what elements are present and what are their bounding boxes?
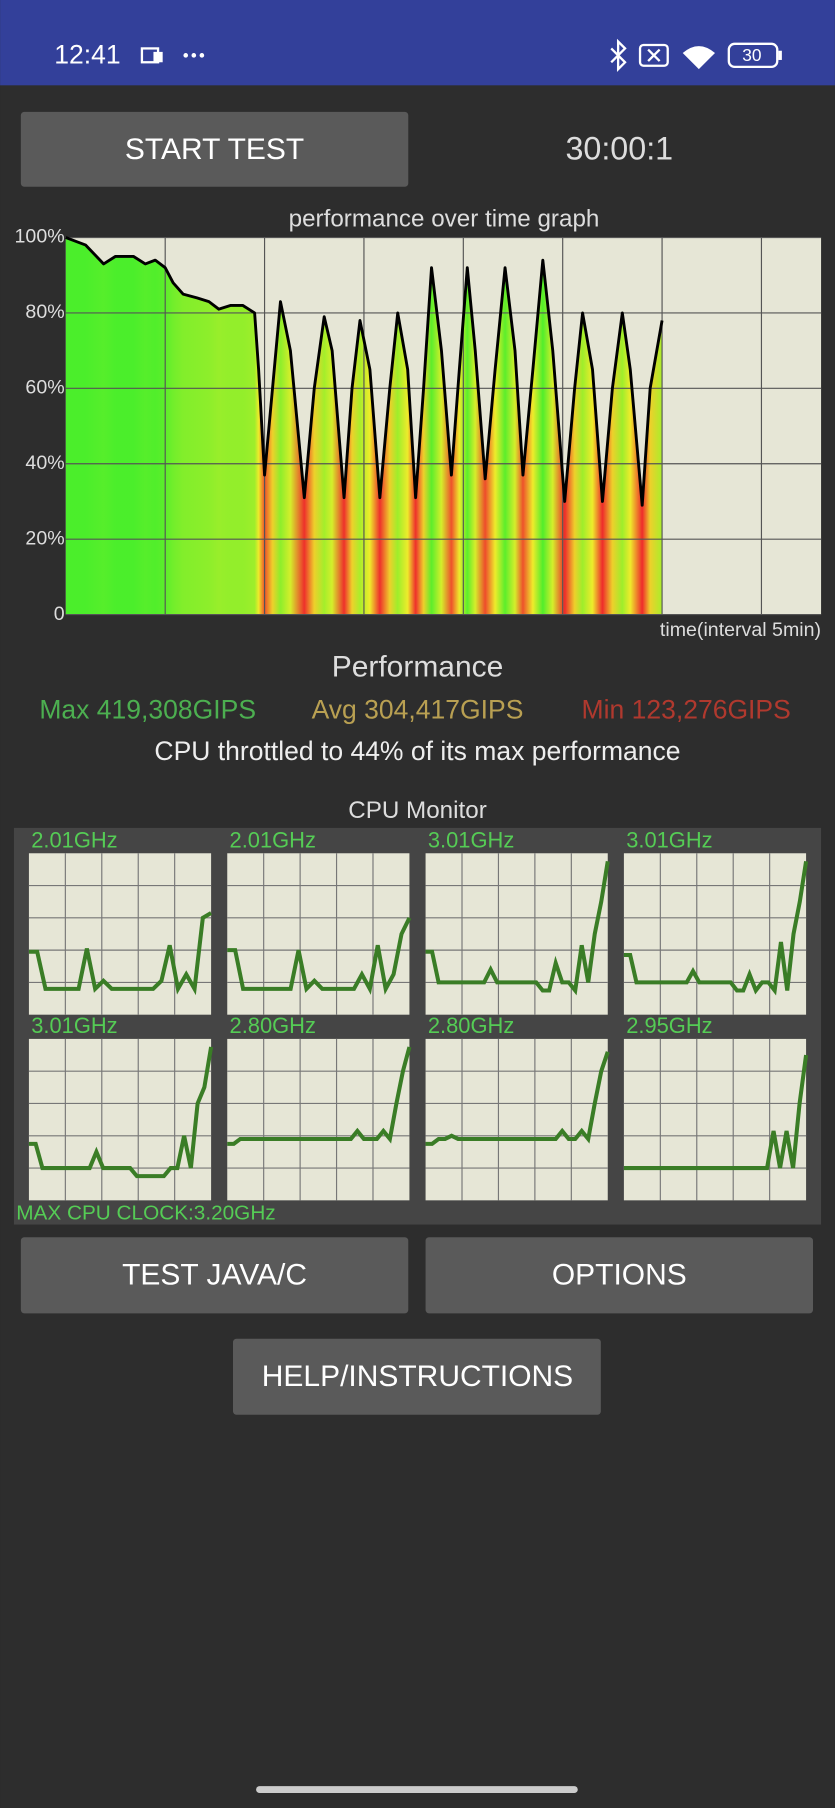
core-frequency: 2.01GHz [31, 828, 117, 853]
bluetooth-icon [610, 38, 627, 72]
start-test-button[interactable] [20, 111, 409, 187]
y-tick-label: 100% [15, 226, 65, 248]
battery-icon [727, 42, 779, 69]
cpu-grid: 2.01GHz 2.01GHz 3.01GHz 3.01GHz 3.01GHz 2.80G… [28, 828, 809, 1201]
status-dot [191, 53, 197, 58]
status-dot [183, 53, 189, 58]
core-graph-bg [227, 1038, 410, 1201]
cpu-monitor-title: CPU Monitor [348, 797, 487, 824]
core-frequency: 3.01GHz [31, 1013, 117, 1038]
core-graph-bg [623, 853, 807, 1015]
y-tick-label: 60% [25, 377, 64, 399]
core-frequency: 3.01GHz [428, 828, 514, 853]
core-load-line [28, 1046, 214, 1179]
core-graph-bg [623, 1038, 807, 1201]
core-load-line [28, 911, 213, 996]
y-tick-label: 0 [54, 603, 65, 625]
max-clock: MAX CPU CLOCK:3.20GHz [16, 1202, 275, 1225]
test-java-button[interactable] [20, 1237, 409, 1314]
home-indicator [256, 1786, 578, 1794]
battery-icon [778, 50, 782, 60]
button-label: OPTIONS [552, 1258, 687, 1291]
sim-icon [647, 48, 661, 62]
y-tick-label: 20% [25, 527, 64, 549]
min-stat: Min 123,276GIPS [582, 694, 791, 724]
core-frequency: 2.80GHz [230, 1013, 316, 1038]
core-frequency: 2.95GHz [626, 1013, 712, 1038]
x-axis-label: time(interval 5min) [660, 619, 821, 641]
wifi-icon [682, 46, 715, 70]
help-button[interactable] [233, 1338, 601, 1415]
status-time: 12:41 [54, 40, 120, 70]
avg-stat: Avg 304,417GIPS [312, 694, 524, 724]
core-load-line [227, 916, 412, 995]
core-graph-bg [425, 853, 608, 1015]
core-load-line [227, 1046, 412, 1146]
core-graph-bg [425, 1038, 608, 1201]
options-button[interactable] [425, 1237, 813, 1314]
core-load-line [425, 1051, 610, 1146]
core-frequency: 3.01GHz [626, 828, 712, 853]
y-tick-label: 40% [25, 452, 64, 474]
core-frequency: 2.01GHz [230, 828, 316, 853]
core-graph-bg [28, 1038, 212, 1201]
plot: 0 20% 40% 60% 80% 100% [15, 226, 822, 625]
button-label: START TEST [125, 133, 304, 166]
battery-level: 30 [742, 45, 761, 65]
timer: 30:00:1 [565, 131, 673, 167]
status-bar [0, 0, 835, 86]
status-dot [199, 53, 205, 58]
core-load-line [623, 1054, 809, 1171]
core-frequency: 2.80GHz [428, 1013, 514, 1038]
max-stat: Max 419,308GIPS [39, 694, 256, 724]
core-load-line [623, 861, 809, 996]
performance-title: Performance [332, 651, 504, 684]
y-tick-label: 80% [25, 301, 64, 323]
button-label: HELP/INSTRUCTIONS [262, 1360, 573, 1393]
sim-icon [638, 43, 669, 67]
status-icon [153, 51, 163, 63]
core-load-line [425, 861, 610, 996]
throttle-summary: CPU throttled to 44% of its max performa… [154, 736, 680, 766]
performance-line [65, 236, 664, 507]
button-label: TEST JAVA/C [122, 1258, 307, 1291]
chart-title: performance over time graph [289, 206, 600, 233]
